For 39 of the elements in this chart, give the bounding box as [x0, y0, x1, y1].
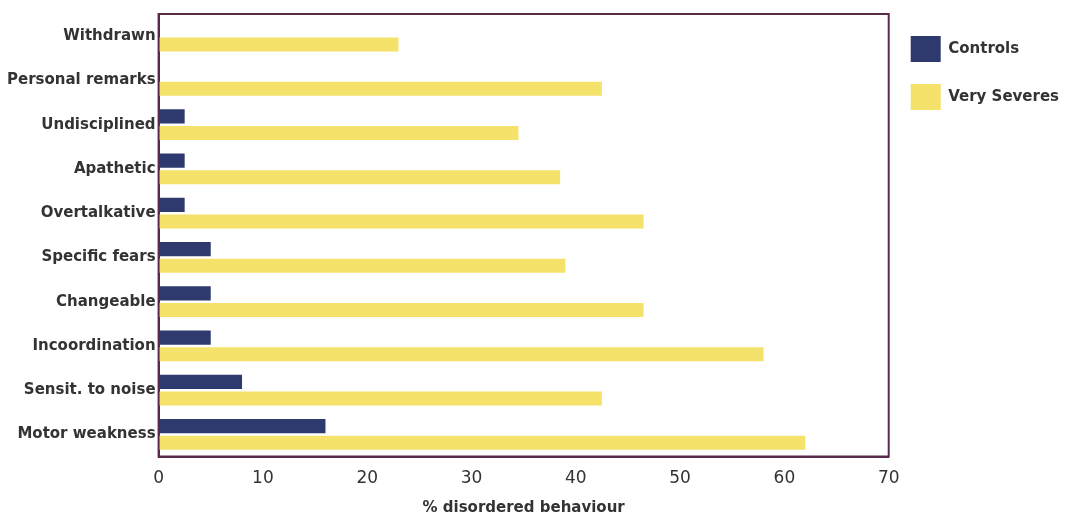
y-tick-label: Overtalkative: [40, 203, 156, 222]
bar: [158, 109, 185, 124]
bar: [158, 81, 602, 96]
x-tick-label: 30: [460, 467, 483, 488]
x-tick-label: 20: [356, 467, 379, 488]
bar: [158, 347, 764, 362]
bar: [158, 419, 326, 434]
x-tick-label: 50: [669, 467, 691, 488]
bar: [158, 286, 211, 301]
bar: [158, 242, 211, 257]
y-tick-label: Withdrawn: [63, 26, 156, 45]
bar: [158, 258, 566, 273]
x-axis-title: % disordered behaviour: [422, 497, 626, 516]
x-tick-label: 40: [564, 467, 587, 488]
bar: [158, 37, 399, 52]
x-tick-label: 0: [153, 467, 164, 488]
y-tick-label: Changeable: [56, 291, 156, 310]
y-tick-label: Personal remarks: [6, 70, 156, 89]
x-tick-label: 60: [773, 467, 796, 488]
legend-label: Controls: [948, 38, 1020, 57]
bar: [158, 214, 644, 229]
bar: [158, 374, 243, 389]
bar: [158, 153, 185, 168]
y-tick-label: Sensit. to noise: [23, 380, 156, 399]
bar: [158, 391, 602, 406]
y-tick-label: Undisciplined: [41, 114, 156, 133]
y-tick-label: Apathetic: [73, 158, 156, 177]
bar: [158, 197, 185, 212]
bar: [158, 330, 211, 345]
legend-label: Very Severes: [948, 86, 1060, 105]
bar: [158, 170, 561, 185]
x-tick-label: 10: [252, 467, 274, 488]
y-tick-label: Motor weakness: [17, 424, 156, 443]
x-tick-label: 70: [877, 467, 900, 488]
bar: [158, 302, 644, 318]
bar: [158, 125, 519, 140]
y-tick-label: Incoordination: [32, 335, 156, 354]
bar: [158, 435, 806, 450]
y-tick-label: Specific fears: [41, 247, 156, 266]
